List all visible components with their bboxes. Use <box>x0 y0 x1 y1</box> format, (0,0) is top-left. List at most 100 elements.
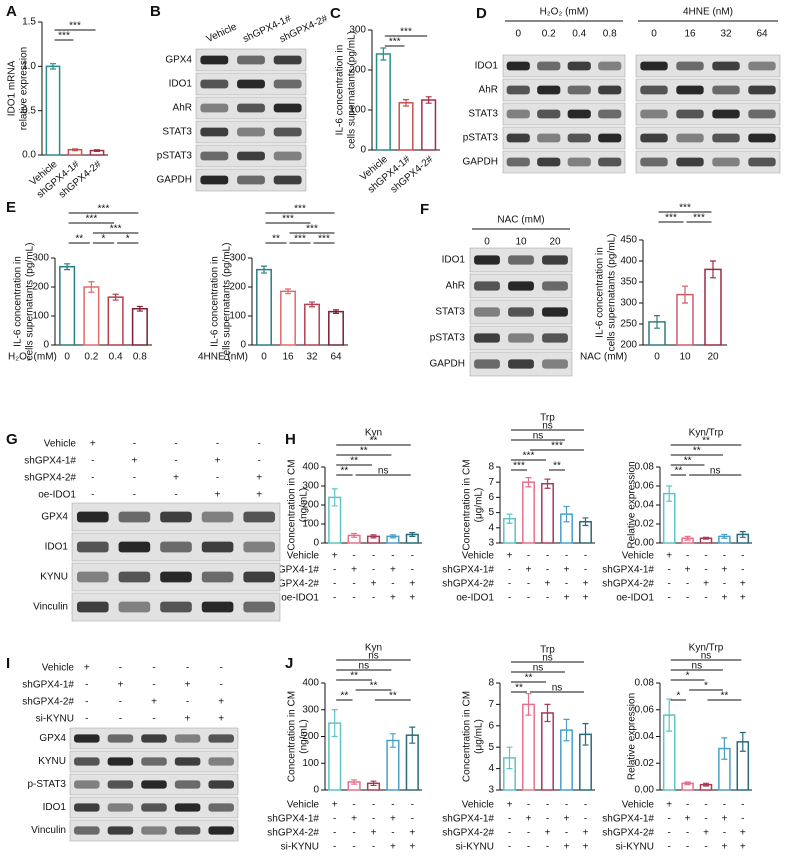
blot-band <box>141 757 167 766</box>
condition-mark: - <box>546 565 549 576</box>
condition-mark: + <box>117 680 123 691</box>
blot-band <box>201 541 234 553</box>
blot-band <box>160 541 192 553</box>
blot-band <box>237 127 265 137</box>
condition-mark: - <box>333 593 336 604</box>
blot-row-label: GAPDH <box>429 359 465 370</box>
significance-label: ns <box>533 431 544 442</box>
blot-row-label: IDO1 <box>169 79 193 90</box>
condition-mark: - <box>372 800 375 811</box>
blot-band <box>640 109 668 119</box>
condition-mark: - <box>686 828 689 839</box>
condition-mark: + <box>173 473 179 484</box>
error-bar <box>684 535 691 541</box>
blot-band <box>712 109 740 119</box>
condition-mark: + <box>131 456 137 467</box>
bar <box>522 481 535 544</box>
condition-mark: + <box>351 814 357 825</box>
condition-mark: + <box>685 814 691 825</box>
condition-mark: - <box>216 473 219 484</box>
blot-band <box>174 826 201 835</box>
condition-label: oe-IDO1 <box>281 593 319 604</box>
condition-label: shGPX4-2# <box>602 828 654 839</box>
condition-label: oe-IDO1 <box>38 490 76 501</box>
condition-mark: - <box>220 663 223 674</box>
condition-mark: - <box>391 551 394 562</box>
condition-mark: + <box>390 565 396 576</box>
condition-label: si-KYNU <box>36 714 74 725</box>
blot-band <box>542 307 568 317</box>
significance-label: *** <box>665 213 677 224</box>
x-tick-label: 16 <box>282 352 294 363</box>
condition-mark: + <box>185 680 191 691</box>
condition-mark: + <box>215 490 221 501</box>
error-bar <box>50 63 56 70</box>
condition-mark: + <box>409 842 415 853</box>
error-bar <box>721 533 728 539</box>
blot-band <box>474 333 500 343</box>
lane-label: 20 <box>549 237 561 248</box>
significance-label: * <box>102 234 106 245</box>
condition-mark: - <box>527 593 530 604</box>
condition-mark: - <box>508 593 511 604</box>
bar <box>45 65 61 156</box>
blot-row-label: pSTAT3 <box>463 133 499 144</box>
condition-mark: - <box>186 663 189 674</box>
condition-mark: + <box>583 593 589 604</box>
y-tick-label: 200 <box>302 731 319 742</box>
condition-mark: - <box>527 551 530 562</box>
blot-strip <box>635 102 781 126</box>
significance-label: *** <box>513 461 525 472</box>
condition-mark: - <box>119 697 122 708</box>
condition-mark: - <box>133 490 136 501</box>
bar <box>107 296 124 346</box>
condition-mark: - <box>133 439 136 450</box>
y-axis-label: IL-6 concentration in <box>595 247 606 338</box>
error-bar <box>739 531 746 538</box>
error-bar <box>112 293 119 301</box>
blot-strip <box>635 150 781 174</box>
error-bar <box>544 478 551 489</box>
error-bar <box>409 531 416 537</box>
condition-label: si-KYNU <box>616 842 654 853</box>
condition-mark: - <box>527 828 530 839</box>
significance-label: ** <box>525 673 533 684</box>
condition-mark: - <box>152 714 155 725</box>
blot-band <box>208 803 234 812</box>
significance-label: ns <box>542 653 553 664</box>
condition-label: shGPX4-2# <box>442 579 494 590</box>
significance-label: ** <box>341 466 349 477</box>
error-bar <box>285 288 291 295</box>
condition-mark: + <box>215 456 221 467</box>
y-tick-label: 250 <box>620 319 637 330</box>
blot-band <box>640 61 668 71</box>
blot-band <box>598 157 622 167</box>
blot-band <box>141 826 167 835</box>
condition-mark: - <box>174 456 177 467</box>
blot-band <box>74 803 100 812</box>
blot-band <box>474 307 500 317</box>
error-bar <box>389 534 396 539</box>
y-tick-label: 350 <box>620 277 637 288</box>
blot-band <box>474 281 500 291</box>
condition-mark: - <box>352 579 355 590</box>
y-axis-label: Concentration in CM <box>462 691 473 782</box>
condition-mark: - <box>333 842 336 853</box>
y-tick-label: 300 <box>349 25 366 36</box>
bar <box>704 268 722 346</box>
y-tick-label: 0.02 <box>635 758 655 769</box>
condition-label: shGPX4-1# <box>602 565 654 576</box>
y-tick-label: 200 <box>32 282 49 293</box>
x-tick-label: 0.8 <box>133 352 147 363</box>
condition-mark: - <box>91 456 94 467</box>
condition-mark: - <box>391 800 394 811</box>
significance-label: ** <box>350 671 358 682</box>
condition-mark: - <box>668 828 671 839</box>
condition-mark: + <box>256 473 262 484</box>
condition-label: shGPX4-1# <box>22 680 74 691</box>
blot-band <box>542 333 568 343</box>
condition-mark: - <box>333 814 336 825</box>
significance-label: ns <box>552 683 563 694</box>
y-tick-label: 300 <box>620 298 637 309</box>
x-axis-label: 4HNE (nM) <box>198 352 248 363</box>
